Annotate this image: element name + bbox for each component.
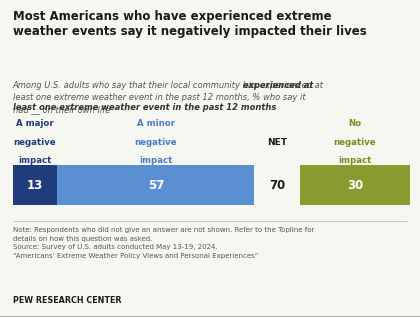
Bar — [13, 165, 58, 205]
Text: negative: negative — [333, 138, 376, 147]
Text: impact: impact — [139, 156, 173, 165]
Text: 13: 13 — [27, 179, 43, 192]
Text: impact: impact — [18, 156, 52, 165]
Text: negative: negative — [14, 138, 56, 147]
Text: Among U.S. adults who say that their local community has experienced at
least on: Among U.S. adults who say that their loc… — [13, 81, 323, 114]
Bar — [300, 165, 410, 205]
Text: NET: NET — [267, 138, 287, 147]
Text: PEW RESEARCH CENTER: PEW RESEARCH CENTER — [13, 296, 121, 305]
Text: 70: 70 — [269, 179, 285, 192]
Text: Most Americans who have experienced extreme
weather events say it negatively imp: Most Americans who have experienced extr… — [13, 10, 366, 38]
Text: A minor: A minor — [137, 119, 175, 128]
Text: least one extreme weather event in the past 12 months: least one extreme weather event in the p… — [13, 103, 276, 112]
Text: 30: 30 — [347, 179, 363, 192]
Text: impact: impact — [338, 156, 372, 165]
Text: negative: negative — [134, 138, 177, 147]
Text: A major: A major — [16, 119, 54, 128]
Text: Note: Respondents who did not give an answer are not shown. Refer to the Topline: Note: Respondents who did not give an an… — [13, 227, 314, 259]
Text: No: No — [348, 119, 362, 128]
Text: 57: 57 — [147, 179, 164, 192]
Bar — [58, 165, 254, 205]
Text: experienced at: experienced at — [243, 81, 313, 90]
